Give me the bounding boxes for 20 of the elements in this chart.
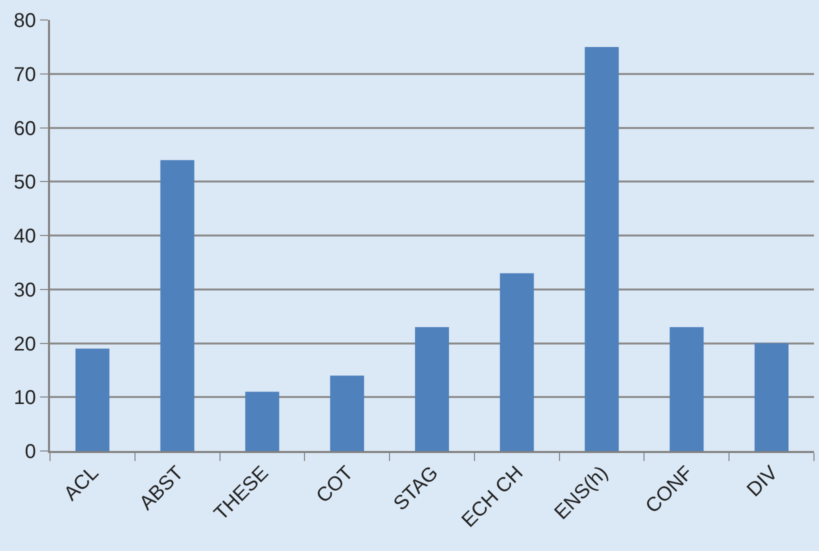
y-tick-label: 0 [24, 441, 36, 463]
bar [670, 327, 704, 451]
y-tick-label: 60 [14, 118, 36, 140]
bar [754, 343, 789, 451]
y-tick-label: 70 [14, 64, 36, 86]
bar [75, 348, 110, 451]
bar [500, 273, 534, 451]
bar [330, 376, 364, 451]
bar [160, 160, 194, 451]
y-tick-label: 10 [14, 387, 36, 410]
bar [245, 392, 280, 451]
y-tick-label: 40 [14, 226, 36, 248]
y-tick-label: 80 [14, 10, 36, 32]
y-tick-label: 50 [14, 172, 36, 194]
y-tick-label: 20 [14, 333, 36, 356]
bar [584, 46, 619, 451]
x-tick-label: DIV [743, 462, 783, 502]
y-tick-label: 30 [14, 279, 36, 302]
bar [415, 327, 449, 451]
x-tick-label: ACL [60, 462, 104, 506]
